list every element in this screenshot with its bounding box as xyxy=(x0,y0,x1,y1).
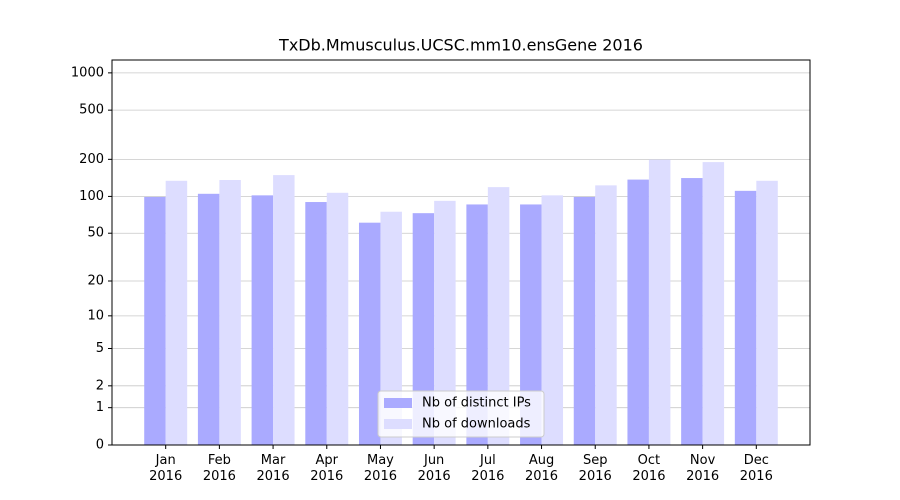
x-tick-label: Jan 2016 xyxy=(149,453,183,484)
x-tick-label: May 2016 xyxy=(363,453,397,484)
y-tick-label: 20 xyxy=(87,274,104,289)
legend-label: Nb of distinct IPs xyxy=(422,396,531,411)
bar xyxy=(520,204,542,445)
x-tick-label: Mar 2016 xyxy=(256,453,290,484)
bar xyxy=(380,211,402,445)
x-tick-label: Oct 2016 xyxy=(632,453,666,484)
y-tick-label: 200 xyxy=(79,152,104,167)
x-tick-label: Aug 2016 xyxy=(524,453,559,484)
legend-label: Nb of downloads xyxy=(422,417,531,432)
y-tick-label: 2 xyxy=(96,378,104,393)
y-tick-label: 0 xyxy=(96,438,104,453)
bar xyxy=(756,180,778,445)
bar xyxy=(681,178,703,446)
y-tick-label: 1000 xyxy=(71,65,104,80)
x-tick-label: Apr 2016 xyxy=(310,453,344,484)
legend-swatch xyxy=(384,398,412,408)
x-tick-label: Nov 2016 xyxy=(686,453,720,484)
bar xyxy=(702,162,725,446)
legend-swatch xyxy=(384,419,412,429)
bar xyxy=(197,193,220,445)
legend-box xyxy=(377,390,545,438)
x-tick-label: Jul 2016 xyxy=(471,453,505,484)
bar xyxy=(648,159,671,445)
bar xyxy=(165,180,188,445)
bar xyxy=(219,179,241,445)
bar xyxy=(466,204,488,445)
x-tick-label: Sep 2016 xyxy=(578,453,612,484)
bar xyxy=(627,179,649,445)
bar xyxy=(273,175,295,445)
y-tick-label: 5 xyxy=(96,341,104,356)
bar xyxy=(251,195,274,445)
bar xyxy=(358,222,381,445)
bar xyxy=(734,190,757,445)
bar xyxy=(434,200,456,445)
legend: Nb of distinct IPs Nb of downloads xyxy=(377,390,545,438)
chart-title: TxDb.Mmusculus.UCSC.mm10.ensGene 2016 xyxy=(278,36,643,55)
bar xyxy=(541,195,564,445)
bar xyxy=(412,213,435,445)
y-tick-label: 500 xyxy=(79,103,104,118)
bar xyxy=(326,192,349,445)
x-tick-label: Dec 2016 xyxy=(739,453,773,484)
x-tick-label: Jun 2016 xyxy=(417,453,451,484)
y-tick-label: 1 xyxy=(96,400,104,415)
y-tick-label: 50 xyxy=(87,226,104,241)
bar xyxy=(144,196,166,445)
bar xyxy=(305,202,327,445)
bar xyxy=(595,185,617,446)
x-tick-label: Feb 2016 xyxy=(202,453,236,484)
y-tick-label: 10 xyxy=(87,308,104,323)
bar xyxy=(573,196,596,445)
y-tick-label: 100 xyxy=(79,189,104,204)
bar xyxy=(487,187,510,445)
plot-frame xyxy=(111,59,811,446)
